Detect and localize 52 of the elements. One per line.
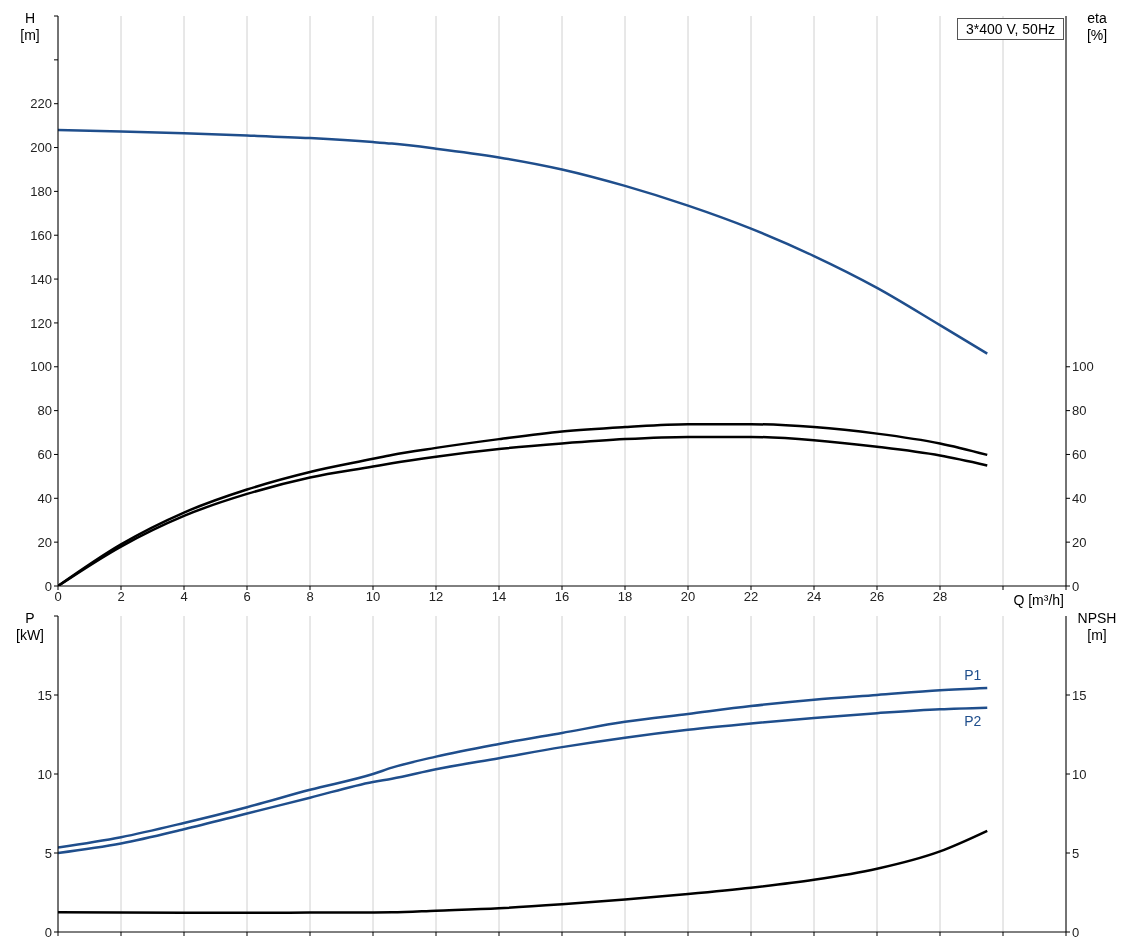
y-tick-label: 100 <box>30 359 52 375</box>
y2-axis-title: eta [%] <box>1085 10 1109 44</box>
x-tick-label: 18 <box>617 589 633 605</box>
x-tick-label: 22 <box>743 589 759 605</box>
x-tick-label: 8 <box>306 589 314 605</box>
y-tick-label: 80 <box>37 403 52 419</box>
x-tick-label: 6 <box>243 589 251 605</box>
y-tick-label: 20 <box>37 534 52 550</box>
y-tick-label: 60 <box>37 447 52 463</box>
y-tick-label: 180 <box>30 184 52 199</box>
y2-tick-label: 10 <box>1072 766 1087 782</box>
y-tick-label: 220 <box>30 96 52 112</box>
y-axis-title: P [kW] <box>15 610 45 644</box>
y2-tick-label: 100 <box>1072 359 1094 375</box>
chart-title: 3*400 V, 50Hz <box>957 18 1064 40</box>
x-tick-label: 10 <box>365 589 381 605</box>
line-series <box>58 128 989 355</box>
line-series <box>58 706 989 855</box>
x-tick-label: 24 <box>806 589 822 605</box>
y2-tick-label: 80 <box>1072 403 1087 419</box>
y2-tick-label: 20 <box>1072 534 1087 550</box>
y-tick-label: 40 <box>37 490 52 506</box>
line-series <box>58 686 989 849</box>
x-tick-label: 16 <box>554 589 570 605</box>
x-tick-label: 28 <box>932 589 948 605</box>
x-tick-label: 2 <box>117 589 125 605</box>
y-tick-label: 0 <box>44 578 52 594</box>
x-tick-label: 4 <box>180 589 188 605</box>
x-tick-label: 14 <box>491 589 507 605</box>
y-tick-label: 120 <box>30 315 52 331</box>
y2-tick-label: 15 <box>1072 687 1087 703</box>
x-tick-label: 20 <box>680 589 696 605</box>
y-tick-label: 200 <box>30 140 52 156</box>
series-label: P1 <box>964 666 982 683</box>
x-tick-label: 12 <box>428 589 444 605</box>
y-tick-label: 5 <box>44 845 52 861</box>
y2-tick-label: 40 <box>1072 490 1087 506</box>
x-tick-label: 26 <box>869 589 885 605</box>
x-tick-label: 0 <box>54 589 62 605</box>
y-axis-title: H [m] <box>19 10 41 44</box>
y-tick-label: 0 <box>44 924 52 940</box>
y2-axis-title: NPSH [m] <box>1076 610 1118 644</box>
y2-tick-label: 5 <box>1072 845 1080 861</box>
y-tick-label: 15 <box>37 687 52 703</box>
x-axis-title: Q [m³/h] <box>1013 592 1064 608</box>
y2-tick-label: 0 <box>1072 924 1080 940</box>
y2-tick-label: 60 <box>1072 447 1087 463</box>
y-tick-label: 140 <box>30 271 52 287</box>
y-tick-label: 10 <box>37 766 52 782</box>
y2-tick-label: 0 <box>1072 578 1080 594</box>
y-tick-label: 160 <box>30 227 52 243</box>
series-label: P2 <box>964 712 982 729</box>
